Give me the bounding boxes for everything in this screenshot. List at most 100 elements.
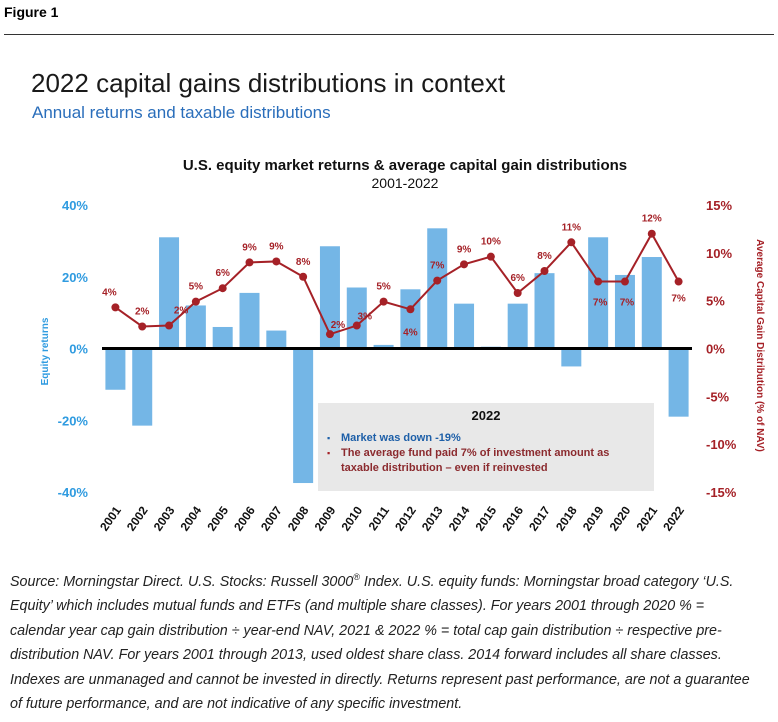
combo-chart: U.S. equity market returns & average cap… — [40, 157, 765, 534]
x-axis-tick: 2017 — [526, 503, 553, 533]
distribution-point-2021 — [647, 229, 656, 238]
source-note-part1: Source: Morningstar Direct. U.S. Stocks:… — [10, 573, 354, 590]
distribution-point-2001 — [111, 303, 120, 312]
distribution-point-2015 — [486, 252, 495, 261]
right-axis-tick: 0% — [706, 342, 725, 357]
right-axis-tick: -10% — [706, 437, 737, 452]
distribution-point-2014 — [460, 260, 469, 269]
callout-box — [318, 403, 654, 491]
x-axis-tick: 2022 — [660, 503, 687, 533]
distribution-label: 2% — [174, 306, 189, 317]
distribution-point-2006 — [245, 258, 254, 267]
x-axis-tick: 2018 — [553, 503, 580, 533]
distribution-point-2020 — [620, 277, 629, 286]
x-axis-tick: 2007 — [258, 503, 285, 533]
x-axis-tick: 2021 — [633, 503, 660, 533]
x-axis-tick: 2014 — [446, 503, 473, 533]
bar-2018 — [561, 348, 582, 367]
figure-label: Figure 1 — [4, 4, 59, 20]
left-axis-tick: -20% — [58, 413, 89, 428]
right-axis-tick: -15% — [706, 485, 737, 500]
distribution-label: 6% — [510, 273, 525, 284]
distribution-label: 11% — [562, 222, 582, 233]
distribution-point-2018 — [567, 238, 576, 247]
x-axis-tick: 2004 — [178, 503, 205, 533]
distribution-label: 7% — [430, 261, 445, 272]
bar-2007 — [266, 330, 287, 349]
distribution-label: 7% — [671, 294, 686, 305]
left-axis-tick: 20% — [62, 270, 88, 285]
distribution-point-2005 — [218, 284, 227, 293]
distribution-label: 9% — [242, 242, 257, 253]
distribution-point-2010 — [352, 321, 361, 330]
distribution-label: 8% — [296, 257, 311, 268]
callout-item: Market was down -19% — [341, 432, 461, 444]
distribution-label: 4% — [102, 287, 117, 298]
bar-2012 — [400, 289, 421, 349]
distribution-point-2007 — [272, 257, 281, 266]
left-axis-title: Equity returns — [40, 317, 51, 385]
distribution-label: 3% — [358, 312, 373, 323]
distribution-label: 4% — [403, 327, 418, 338]
x-axis-tick: 2002 — [124, 503, 151, 533]
right-axis-tick: 10% — [706, 246, 732, 261]
distribution-label: 2% — [331, 320, 346, 331]
registered-mark: ® — [353, 572, 360, 582]
x-axis-tick: 2016 — [499, 503, 526, 533]
callout-bullet: ▪ — [327, 433, 330, 443]
distribution-point-2019 — [594, 277, 603, 286]
x-axis-tick: 2013 — [419, 503, 446, 533]
x-axis-tick: 2008 — [285, 503, 312, 533]
bar-2001 — [105, 348, 126, 390]
distribution-label: 12% — [642, 214, 662, 225]
x-axis-tick: 2001 — [97, 503, 124, 533]
distribution-label: 5% — [376, 282, 391, 293]
bar-2008 — [293, 348, 314, 484]
bar-2017 — [534, 273, 555, 349]
distribution-point-2008 — [299, 272, 308, 281]
callout-title: 2022 — [472, 408, 501, 423]
header-divider — [4, 34, 774, 35]
left-axis-tick: -40% — [58, 485, 89, 500]
page-subtitle: Annual returns and taxable distributions — [32, 103, 331, 122]
callout-bullet: ▪ — [327, 448, 330, 458]
right-axis-tick: 5% — [706, 294, 725, 309]
bar-2005 — [212, 326, 233, 349]
x-axis-tick: 2005 — [204, 503, 231, 533]
distribution-point-2011 — [379, 297, 388, 306]
right-axis-tick: -5% — [706, 389, 730, 404]
distribution-label: 7% — [593, 298, 608, 309]
x-axis-tick: 2006 — [231, 503, 258, 533]
x-axis-tick: 2020 — [607, 503, 634, 533]
page-title: 2022 capital gains distributions in cont… — [31, 68, 506, 98]
callout-item: taxable distribution – even if reinveste… — [341, 462, 548, 474]
x-axis-tick: 2010 — [338, 503, 365, 533]
distribution-label: 9% — [269, 241, 284, 252]
chart-subtitle: 2001-2022 — [372, 175, 439, 191]
bar-2016 — [507, 303, 528, 349]
right-axis-title: Average Capital Gain Distribution (% of … — [754, 239, 765, 452]
distribution-point-2009 — [325, 330, 334, 339]
bar-2014 — [454, 303, 475, 349]
callout-item: The average fund paid 7% of investment a… — [341, 447, 609, 459]
x-axis-tick: 2009 — [312, 503, 339, 533]
distribution-line — [114, 231, 680, 336]
bar-2020 — [614, 274, 635, 349]
x-axis-tick: 2015 — [473, 503, 500, 533]
bar-2003 — [159, 237, 180, 349]
chart-title: U.S. equity market returns & average cap… — [183, 157, 627, 174]
left-axis-tick: 0% — [69, 342, 88, 357]
source-note-part2: Index. U.S. equity funds: Morningstar br… — [10, 573, 750, 713]
distribution-point-2013 — [433, 276, 442, 285]
distribution-label: 8% — [537, 251, 552, 262]
bar-2013 — [427, 228, 448, 349]
bar-2004 — [185, 305, 206, 349]
x-axis-tick: 2003 — [151, 503, 178, 533]
distribution-label: 7% — [620, 298, 635, 309]
distribution-point-2002 — [138, 322, 147, 331]
distribution-point-2012 — [406, 305, 415, 314]
bar-2019 — [588, 237, 609, 349]
distribution-point-2016 — [513, 289, 522, 298]
bar-2002 — [132, 348, 153, 426]
right-axis-tick: 15% — [706, 198, 732, 213]
